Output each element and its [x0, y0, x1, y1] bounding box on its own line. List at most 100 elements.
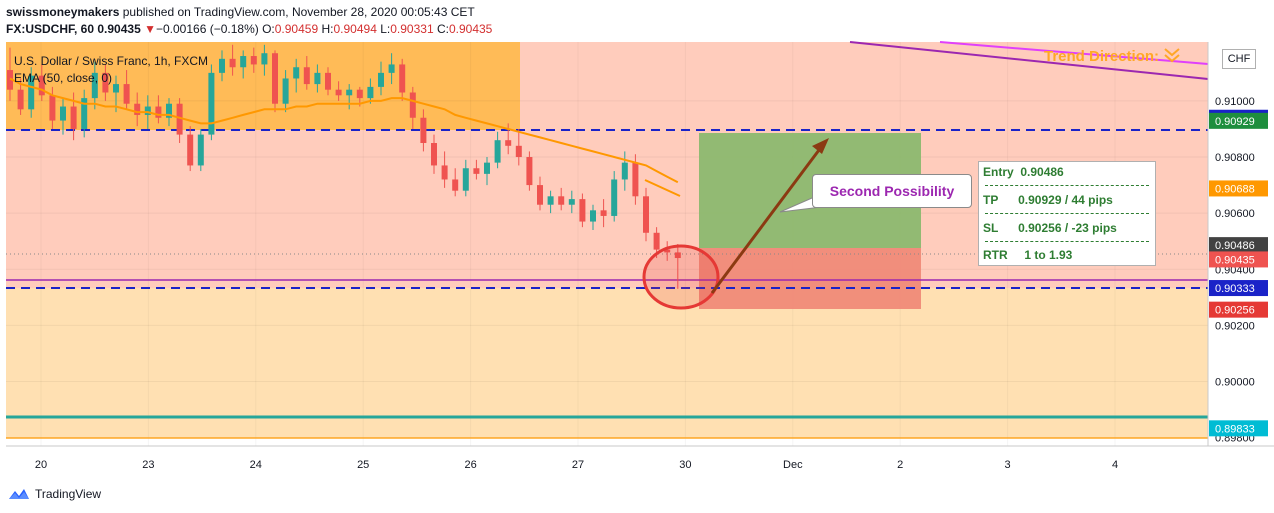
price-tag-label: 0.90688 [1215, 183, 1255, 195]
candle-body [17, 89, 24, 110]
price-tag-label: 0.90435 [1215, 254, 1255, 266]
price-tag-box [1209, 112, 1268, 129]
candle-body [240, 56, 247, 68]
candle-body [166, 103, 172, 118]
candle-body [356, 89, 363, 99]
price-axis[interactable]: 0.910000.908000.906000.904000.902000.900… [1215, 96, 1255, 445]
trend-direction-text: Trend Direction: [1044, 48, 1160, 65]
tradingview-brand: TradingView [35, 487, 102, 501]
candle-body [674, 252, 681, 259]
time-axis[interactable]: 20 23 24 25 26 27 30 Dec 2 3 4 [35, 459, 1118, 471]
change-value: −0.00166 (−0.18%) [155, 22, 259, 36]
price-tag-box [1209, 420, 1268, 437]
price-tick-label: 0.90800 [1215, 152, 1255, 164]
open-label: O: [262, 22, 275, 36]
candle-body [229, 58, 236, 68]
highlight-circle [642, 244, 720, 310]
candle-body [272, 53, 278, 104]
candle-body [537, 185, 543, 205]
price-tag-label: 0.90486 [1215, 240, 1255, 252]
candle-body [494, 140, 501, 163]
projection-arrow-head [812, 138, 829, 154]
candle-body [378, 72, 384, 87]
price-chart[interactable]: 0.910000.908000.906000.904000.902000.900… [0, 40, 1274, 480]
candle-body [579, 199, 586, 222]
info-separator [985, 241, 1149, 242]
entry-row: Entry 0.90486 [983, 165, 1064, 179]
footer-branding[interactable]: TradingView [8, 487, 101, 501]
candle-body [346, 89, 353, 96]
symbol-label[interactable]: FX:USDCHF, 60 [6, 22, 95, 36]
candle-body [187, 134, 194, 166]
candlestick-series [7, 44, 681, 289]
candle-body [653, 232, 660, 250]
orange-support-zone [6, 288, 1208, 438]
price-tick-label: 0.90600 [1215, 208, 1255, 220]
trade-info-box[interactable]: Entry 0.90486 TP 0.90929 / 44 pips SL 0.… [978, 161, 1156, 266]
time-tick-label: 26 [464, 459, 476, 471]
currency-badge[interactable]: CHF [1222, 49, 1256, 69]
candle-body [558, 196, 565, 205]
time-tick-label: Dec [783, 459, 803, 471]
stop-loss-zone [699, 248, 921, 309]
candle-body [515, 145, 522, 158]
symbol-ohlc-row: FX:USDCHF, 60 0.90435 ▼−0.00166 (−0.18%)… [6, 22, 492, 36]
ema-legend[interactable]: EMA (50, close, 0) [14, 71, 113, 85]
candle-body [49, 95, 56, 121]
stop-loss-row: SL 0.90256 / -23 pips [983, 221, 1117, 235]
candle-body [600, 210, 607, 216]
candle-body [28, 75, 35, 110]
time-tick-label: 4 [1112, 459, 1118, 471]
candle-body [441, 165, 448, 180]
candle-body [547, 196, 554, 205]
candle-body [420, 117, 427, 143]
second-possibility-callout[interactable]: Second Possibility [812, 174, 972, 208]
candle-body [505, 140, 512, 146]
double-chevron-down-icon [1164, 48, 1180, 63]
price-tick-label: 0.91000 [1215, 96, 1255, 108]
candle-body [70, 106, 77, 129]
take-profit-row: TP 0.90929 / 44 pips [983, 193, 1113, 207]
candle-body [176, 103, 183, 135]
candle-body [484, 162, 490, 174]
candle-body [155, 106, 162, 118]
price-tags: 0.909400.909290.906880.904860.904350.903… [1209, 109, 1268, 437]
ema-50-line [9, 77, 679, 184]
time-tick-label: 20 [35, 459, 47, 471]
publish-info: swissmoneymakers published on TradingVie… [6, 5, 475, 19]
candle-body [568, 199, 575, 205]
price-tag-box [1209, 180, 1268, 197]
price-tag-box [1209, 251, 1268, 268]
candle-body [293, 67, 300, 79]
candle-body [102, 72, 109, 93]
time-tick-label: 27 [572, 459, 584, 471]
open-value: 0.90459 [274, 22, 319, 36]
projection-arrow-line [710, 145, 824, 294]
candle-body [261, 53, 268, 65]
candle-body [60, 106, 66, 121]
time-tick-label: 3 [1005, 459, 1011, 471]
candle-body [611, 179, 618, 216]
risk-reward-row: RTR 1 to 1.93 [983, 248, 1073, 262]
price-tag-label: 0.90929 [1215, 116, 1255, 128]
trend-direction-label: Trend Direction: [1044, 47, 1181, 65]
candle-body [219, 58, 225, 73]
candle-body [526, 157, 533, 186]
candle-body [399, 64, 406, 93]
high-value: 0.90494 [333, 22, 377, 36]
last-price: 0.90435 [97, 22, 141, 36]
time-tick-label: 2 [897, 459, 903, 471]
price-tag-box [1209, 237, 1268, 254]
price-tag-box [1209, 301, 1268, 318]
candle-body [473, 168, 480, 174]
time-tick-label: 24 [250, 459, 262, 471]
instrument-legend[interactable]: U.S. Dollar / Swiss Franc, 1h, FXCM [14, 54, 209, 68]
publisher-name[interactable]: swissmoneymakers [6, 5, 120, 19]
time-tick-label: 30 [679, 459, 691, 471]
high-label: H: [321, 22, 334, 36]
trendline-upper[interactable] [849, 41, 1209, 80]
candle-body [250, 56, 257, 65]
trendline-lower[interactable] [939, 41, 1209, 65]
candle-body [335, 89, 342, 96]
candle-body [113, 84, 119, 93]
